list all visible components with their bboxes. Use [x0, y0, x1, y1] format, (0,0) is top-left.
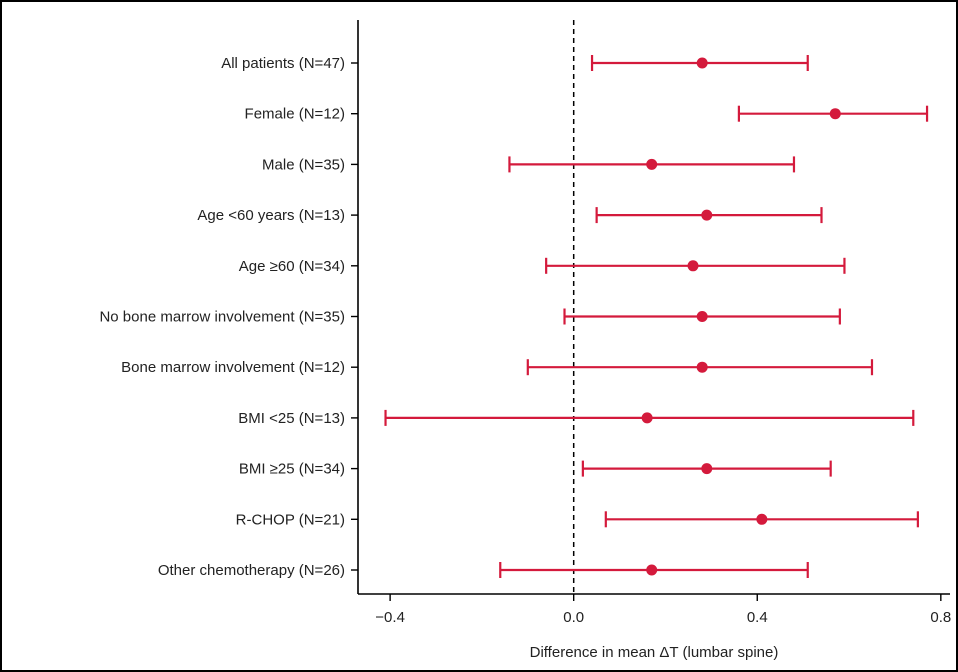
x-axis-title: Difference in mean ΔT (lumbar spine) [530, 644, 779, 661]
axes: −0.4 0.0 0.4 0.8 [351, 20, 951, 626]
category-label: Male (N=35) [262, 156, 345, 173]
estimate-point [696, 361, 708, 373]
category-label: Age <60 years (N=13) [197, 207, 345, 224]
estimate-point [701, 463, 713, 475]
estimate-point [641, 412, 653, 424]
x-tick-label: 0.4 [747, 609, 768, 626]
category-label: No bone marrow involvement (N=35) [99, 309, 345, 326]
category-label: Other chemotherapy (N=26) [158, 562, 345, 579]
estimate-point [687, 260, 699, 272]
x-tick-label: −0.4 [375, 609, 405, 626]
estimate-point [646, 158, 658, 170]
category-label: Age ≥60 (N=34) [239, 258, 345, 275]
estimate-point [829, 108, 841, 120]
category-label: Bone marrow involvement (N=12) [121, 359, 345, 376]
category-label: R-CHOP (N=21) [236, 511, 345, 528]
category-label: All patients (N=47) [221, 55, 345, 72]
category-label: BMI ≥25 (N=34) [239, 461, 345, 478]
estimate-point [756, 513, 768, 525]
x-tick-label: 0.8 [930, 609, 951, 626]
x-tick-label: 0.0 [563, 609, 584, 626]
estimate-point [646, 564, 658, 576]
plot-marks [384, 55, 929, 578]
estimate-point [696, 57, 708, 69]
estimate-point [701, 209, 713, 221]
category-label: BMI <25 (N=13) [238, 410, 345, 427]
estimate-point [696, 311, 708, 322]
category-labels: All patients (N=47) Female (N=12) Male (N=… [99, 55, 345, 579]
category-label: Female (N=12) [245, 106, 345, 123]
